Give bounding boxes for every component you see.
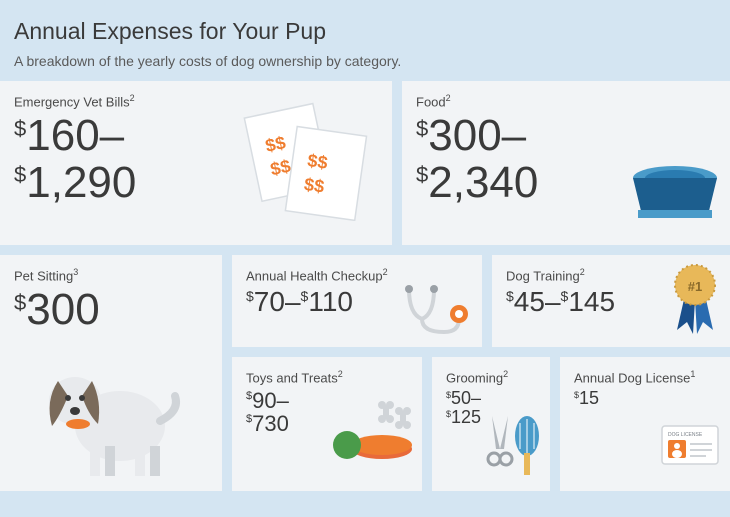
svg-text:$$: $$: [269, 156, 293, 180]
page-title: Annual Expenses for Your Pup: [14, 18, 716, 45]
label-grooming: Grooming2: [446, 369, 536, 385]
card-pet-sitting: Pet Sitting3 $300: [0, 255, 222, 491]
label-food: Food2: [416, 93, 716, 109]
card-license: Annual Dog License1 $15 DOG LICENSE: [560, 357, 730, 491]
stethoscope-icon: [394, 284, 474, 339]
card-dog-training: Dog Training2 $45–$145 #1: [492, 255, 730, 347]
label-health-checkup: Annual Health Checkup2: [246, 267, 468, 283]
card-toys-treats: Toys and Treats2 $90– $730: [232, 357, 422, 491]
page-subtitle: A breakdown of the yearly costs of dog o…: [14, 53, 716, 69]
dog-icon: [30, 346, 190, 486]
price-license: $15: [574, 389, 716, 408]
cards-grid: Emergency Vet Bills2 $160– $1,290 $$ $$ …: [0, 81, 730, 501]
vet-bills-icon: $$ $$ $$ $$: [242, 101, 372, 221]
label-pet-sitting: Pet Sitting3: [14, 267, 208, 283]
toys-icon: [327, 397, 417, 467]
medal-ribbon-icon: #1: [665, 260, 725, 340]
grooming-icon: [482, 411, 542, 481]
license-card-icon: DOG LICENSE: [660, 424, 720, 466]
card-emergency-vet: Emergency Vet Bills2 $160– $1,290 $$ $$ …: [0, 81, 392, 245]
card-food: Food2 $300– $2,340: [402, 81, 730, 245]
food-bowl-icon: [620, 160, 730, 230]
card-grooming: Grooming2 $50– $125: [432, 357, 550, 491]
price-pet-sitting: $300: [14, 287, 208, 333]
card-health-checkup: Annual Health Checkup2 $70–$110: [232, 255, 482, 347]
label-license: Annual Dog License1: [574, 369, 716, 385]
svg-text:$$: $$: [306, 150, 329, 173]
svg-text:$$: $$: [264, 132, 288, 156]
svg-text:$$: $$: [303, 174, 326, 197]
svg-text:DOG LICENSE: DOG LICENSE: [668, 432, 703, 438]
label-toys-treats: Toys and Treats2: [246, 369, 408, 385]
svg-text:#1: #1: [688, 279, 702, 294]
